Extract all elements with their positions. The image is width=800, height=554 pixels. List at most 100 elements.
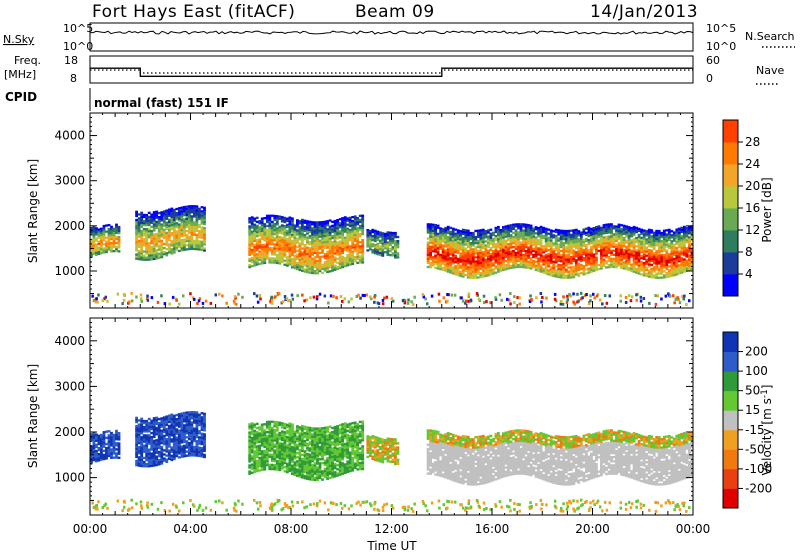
power-cell [150, 233, 154, 237]
power-cell [487, 259, 490, 263]
power-cell [283, 216, 287, 220]
velocity-cell [165, 427, 169, 431]
power-cell [157, 244, 161, 247]
power-cell [142, 244, 146, 247]
power-cell [688, 232, 691, 235]
power-cell [605, 266, 608, 269]
power-cell [615, 266, 618, 269]
power-cell [605, 254, 608, 257]
power-cell [552, 266, 556, 269]
power-cell [190, 221, 194, 224]
power-cell [672, 233, 676, 236]
velocity-cell [167, 451, 171, 454]
power-cell [667, 228, 671, 231]
power-cell [582, 252, 586, 256]
power-cell [453, 293, 457, 297]
power-cell [539, 252, 543, 255]
power-cell [574, 263, 578, 266]
power-cell [559, 256, 563, 259]
power-cell [494, 257, 498, 260]
power-cell [557, 239, 561, 242]
power-cell [590, 233, 593, 237]
power-cell [321, 265, 324, 268]
power-cell [341, 251, 344, 254]
power-cell [554, 236, 558, 240]
power-cell [524, 243, 528, 247]
velocity-cell [157, 434, 161, 437]
power-cell [275, 217, 279, 220]
power-cell [102, 229, 106, 232]
power-cell [439, 237, 442, 240]
power-cell [326, 256, 329, 259]
power-cell [183, 248, 186, 251]
velocity-cell [117, 442, 121, 445]
power-cell [451, 268, 455, 271]
power-cell [358, 241, 362, 244]
power-cell [341, 235, 344, 238]
power-cell [517, 259, 520, 262]
power-cell [647, 271, 651, 274]
power-cell [524, 235, 528, 239]
power-cell [177, 243, 181, 246]
power-cell [612, 227, 616, 230]
power-cell [100, 227, 103, 230]
power-cell [576, 300, 579, 304]
power-cell [386, 249, 390, 252]
power-cell [283, 225, 287, 228]
power-cell [677, 270, 681, 273]
power-cell [517, 257, 520, 260]
power-cell [532, 266, 535, 269]
power-cell [494, 296, 497, 300]
power-cell [351, 240, 355, 243]
power-cell [426, 223, 430, 226]
power-cell [275, 233, 279, 236]
power-cell [92, 240, 96, 243]
power-cell [338, 260, 342, 263]
power-cell [346, 260, 350, 263]
velocity-cell [167, 439, 171, 442]
power-cell [306, 250, 309, 253]
power-cell [532, 227, 535, 230]
power-cell [610, 249, 613, 252]
power-cell [92, 250, 96, 253]
power-cell [532, 237, 535, 240]
power-cell [102, 243, 106, 246]
power-cell [517, 255, 520, 258]
power-cell [683, 252, 686, 255]
power-cell [253, 237, 257, 241]
velocity-cell [157, 442, 161, 445]
power-cell [466, 254, 470, 257]
power-cell [439, 247, 442, 250]
power-cell [145, 230, 149, 233]
power-cell [660, 256, 664, 259]
power-cell [328, 235, 332, 238]
power-cell [333, 225, 337, 229]
power-cell [572, 239, 576, 242]
power-cell [620, 228, 623, 231]
power-cell [140, 256, 144, 259]
power-cell [391, 248, 395, 251]
power-cell [567, 244, 571, 247]
power-cell [291, 227, 294, 230]
power-cell [162, 224, 166, 227]
power-cell [90, 233, 93, 236]
power-cell [504, 235, 508, 238]
power-cell [260, 245, 264, 249]
power-cell [567, 254, 571, 257]
power-cell [265, 228, 269, 232]
power-cell [567, 248, 571, 251]
power-cell [676, 296, 679, 300]
power-cell [451, 258, 455, 261]
power-cell [459, 256, 463, 259]
power-cell [627, 232, 631, 235]
power-cell [597, 245, 601, 248]
power-cell [559, 241, 563, 245]
power-cell [670, 242, 674, 245]
power-cell [464, 231, 468, 234]
power-cell [595, 262, 598, 265]
power-cell [574, 247, 578, 250]
power-cell [386, 241, 390, 244]
velocity-cell [167, 453, 171, 456]
power-cell [514, 225, 518, 228]
power-cell [655, 252, 659, 255]
